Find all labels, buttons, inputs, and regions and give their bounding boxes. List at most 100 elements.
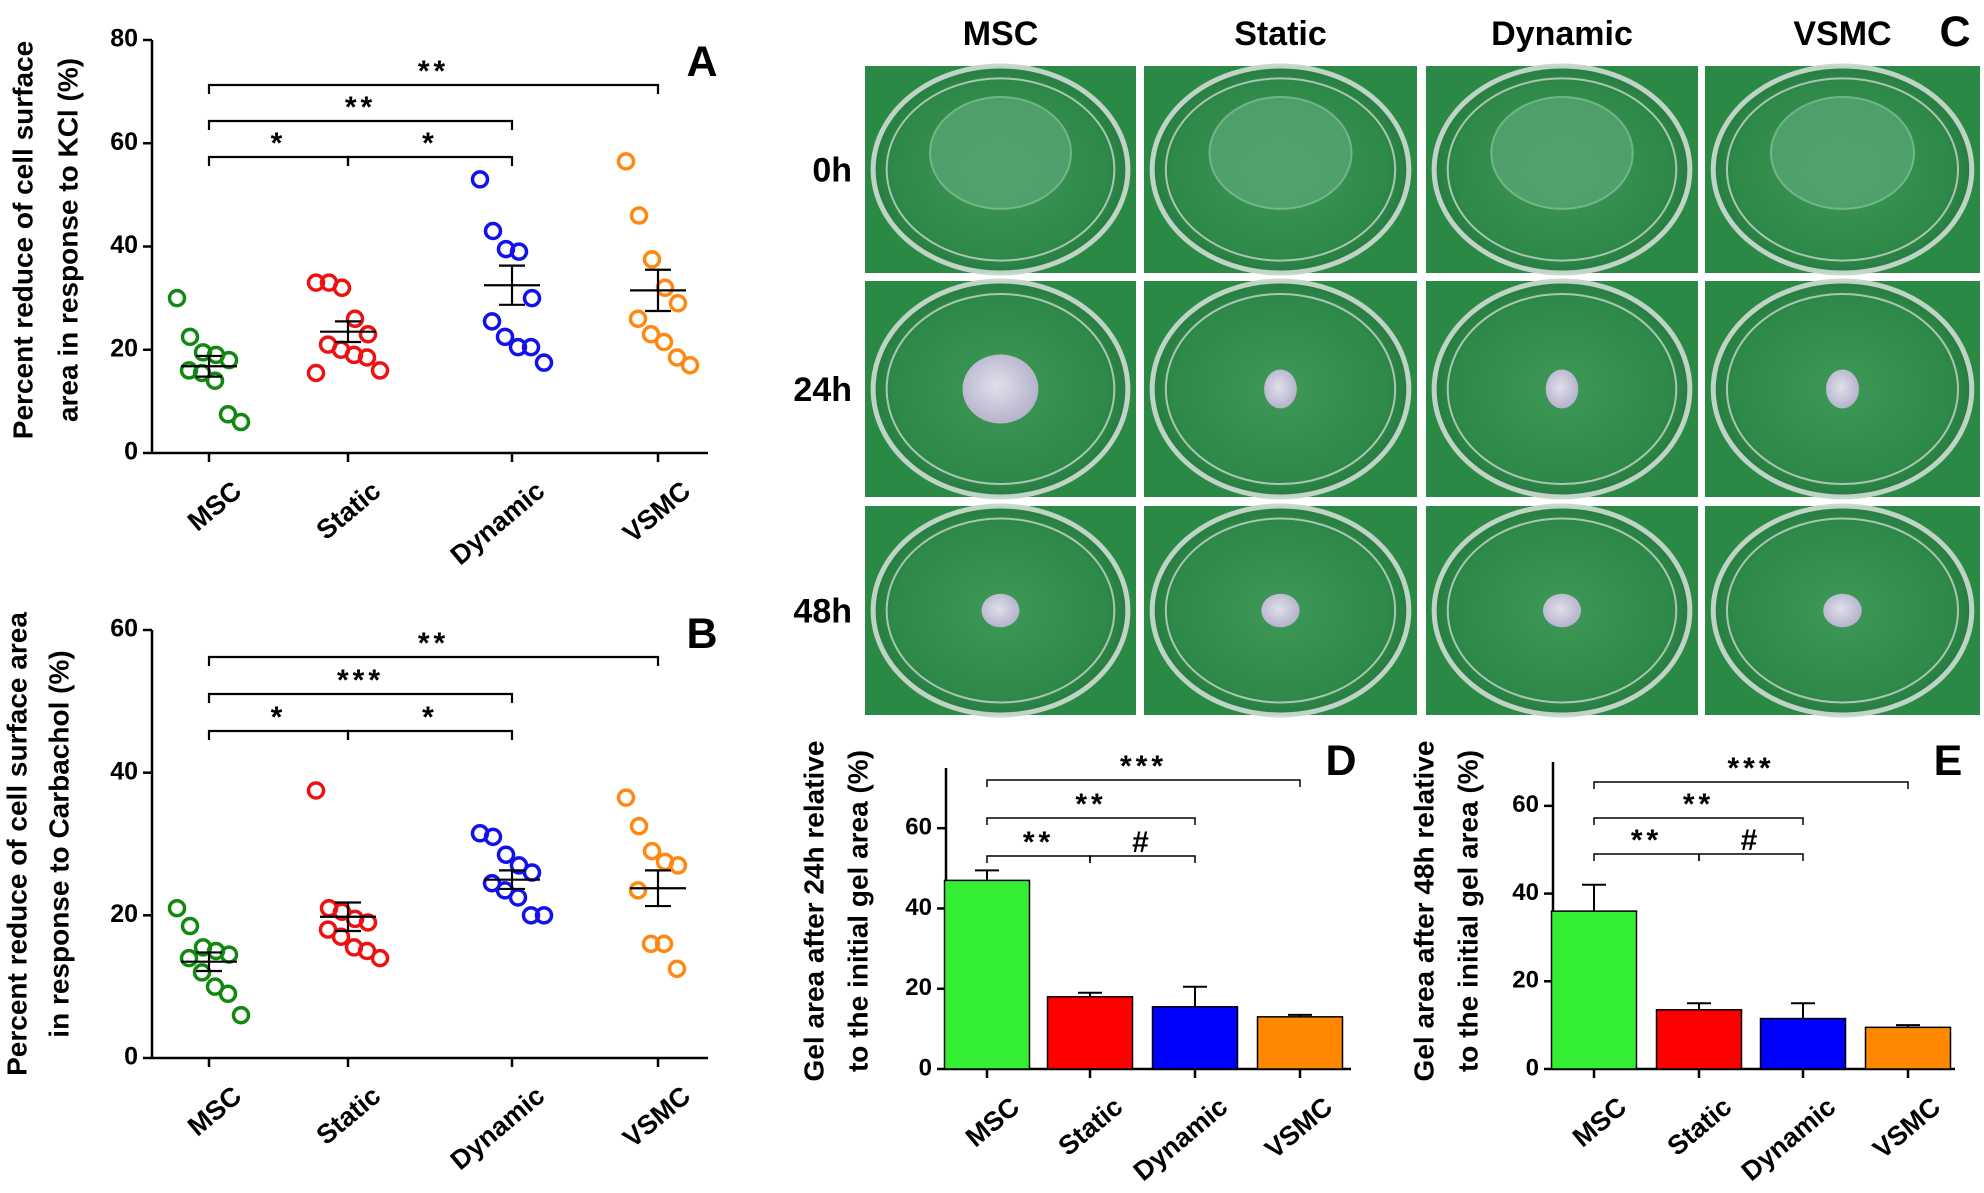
dish-rim — [1446, 77, 1678, 262]
dish-rim — [1446, 292, 1678, 486]
data-point — [218, 405, 238, 424]
data-point — [641, 934, 661, 954]
x-tick-label: Dynamic — [445, 475, 551, 570]
gel — [1770, 96, 1915, 210]
dish-rim — [885, 517, 1116, 704]
data-point — [508, 337, 528, 357]
bar — [1655, 1009, 1743, 1070]
y-axis-label: Percent reduce of cell surface area — [1, 612, 32, 1076]
data-point — [616, 152, 636, 171]
y-axis-label: to the initial gel area (%) — [842, 750, 873, 1072]
data-point — [616, 788, 636, 807]
data-point — [508, 888, 528, 907]
error-bar — [196, 951, 222, 973]
y-tick-label: 40 — [110, 231, 138, 259]
significance-bracket — [1698, 853, 1804, 861]
significance-bracket — [207, 119, 514, 130]
data-point — [667, 348, 687, 367]
data-point — [205, 371, 225, 390]
significance-bracket — [1089, 855, 1196, 863]
data-point — [179, 948, 199, 968]
x-tick-label: MSC — [182, 475, 247, 537]
significance-label: # — [1741, 824, 1762, 857]
data-point — [667, 959, 687, 979]
gel — [962, 354, 1039, 424]
y-tick-label: 60 — [1512, 791, 1539, 818]
error-bar — [335, 320, 361, 344]
panel-letter: B — [686, 610, 717, 658]
bar — [1759, 1017, 1847, 1070]
dish-rim — [1164, 77, 1397, 262]
panel-letter: A — [686, 38, 717, 86]
x-tick-label: VSMC — [617, 475, 696, 548]
data-point — [219, 350, 239, 370]
y-tick-label: 20 — [1512, 967, 1539, 994]
data-point — [641, 325, 661, 344]
significance-label: * — [271, 127, 287, 160]
data-point — [629, 206, 649, 225]
significance-label: # — [1132, 826, 1153, 859]
dish-rim — [1726, 292, 1959, 486]
panel-letter: C — [1939, 8, 1970, 56]
data-point — [167, 288, 187, 308]
dish-rim — [1164, 292, 1397, 486]
error-bar — [1582, 883, 1606, 912]
bar — [943, 879, 1031, 1070]
data-point — [358, 913, 378, 932]
error-bar — [645, 268, 671, 313]
y-tick-label: 40 — [1512, 879, 1539, 906]
column-label: Dynamic — [1491, 15, 1633, 53]
bar — [1550, 910, 1638, 1070]
bar — [1046, 996, 1134, 1070]
data-point — [306, 363, 326, 383]
significance-bracket — [207, 83, 660, 94]
significance-label: * — [422, 127, 438, 160]
gel — [1826, 369, 1859, 409]
x-tick-label: Dynamic — [445, 1080, 551, 1175]
row-label: 0h — [812, 152, 852, 190]
row-label: 24h — [793, 371, 852, 409]
gel — [1490, 96, 1634, 210]
x-tick-label: Static — [311, 1080, 387, 1150]
data-point — [180, 327, 200, 347]
gel — [1264, 369, 1297, 409]
data-point — [642, 250, 662, 269]
data-point — [495, 327, 515, 347]
dish-rim — [1726, 517, 1959, 704]
y-axis-label: Percent reduce of cell surface — [7, 41, 38, 439]
data-point — [470, 170, 490, 189]
significance-label: * — [422, 701, 438, 734]
significance-label: ** — [1023, 826, 1054, 859]
column-label: MSC — [963, 15, 1039, 53]
data-point — [522, 288, 542, 308]
data-point — [629, 816, 649, 836]
significance-bracket — [207, 692, 514, 703]
x-tick-label: MSC — [1567, 1091, 1632, 1153]
data-point — [628, 881, 648, 900]
gel — [1542, 593, 1582, 628]
significance-bracket — [207, 655, 660, 666]
error-bar — [1791, 1002, 1815, 1019]
significance-bracket — [986, 779, 1301, 787]
data-point — [306, 273, 326, 292]
data-point — [654, 934, 674, 954]
significance-label: *** — [1120, 750, 1167, 783]
data-point — [483, 827, 503, 847]
significance-label: ** — [1683, 788, 1714, 821]
gel — [981, 593, 1020, 628]
significance-label: *** — [337, 664, 384, 697]
data-point — [654, 332, 674, 352]
column-label: Static — [1234, 15, 1327, 53]
error-bar — [499, 869, 525, 891]
y-tick-label: 0 — [1526, 1054, 1539, 1081]
data-point — [332, 278, 352, 298]
y-tick-label: 20 — [905, 974, 932, 1001]
gel — [1823, 593, 1862, 628]
data-point — [167, 898, 187, 918]
significance-label: *** — [1727, 752, 1774, 785]
column-label: VSMC — [1793, 15, 1891, 53]
y-tick-label: 0 — [124, 438, 138, 466]
y-tick-label: 0 — [124, 1043, 138, 1071]
error-bar — [1687, 1002, 1711, 1010]
